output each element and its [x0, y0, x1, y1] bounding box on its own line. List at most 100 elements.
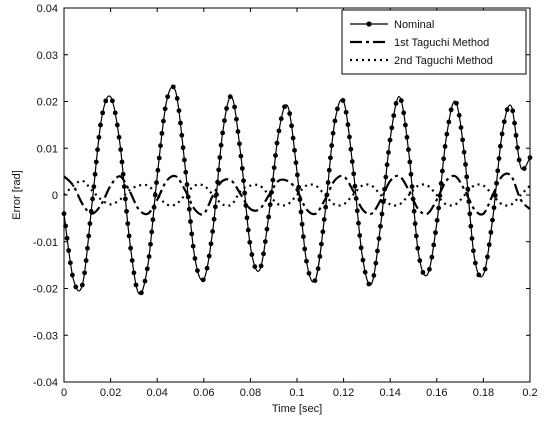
x-tick-label: 0.04 — [146, 387, 167, 399]
nominal-marker — [304, 258, 309, 264]
nominal-marker — [67, 260, 73, 266]
nominal-marker — [220, 130, 226, 136]
nominal-marker — [386, 150, 391, 155]
nominal-marker — [155, 167, 161, 173]
nominal-marker — [467, 211, 473, 217]
nominal-marker — [460, 137, 465, 143]
nominal-marker — [454, 100, 459, 106]
nominal-marker — [491, 205, 497, 211]
nominal-marker — [161, 118, 166, 124]
nominal-marker — [287, 111, 293, 116]
nominal-marker — [323, 204, 329, 210]
nominal-marker — [408, 171, 414, 177]
nominal-marker — [404, 134, 410, 140]
nominal-marker — [216, 167, 222, 173]
nominal-marker — [441, 156, 447, 162]
nominal-marker — [158, 143, 163, 149]
nominal-marker — [178, 120, 183, 126]
nominal-marker — [232, 104, 237, 110]
nominal-marker — [521, 166, 527, 171]
nominal-marker — [375, 248, 380, 254]
x-axis-ticks: 0 0.02 0.04 0.06 0.08 0.1 0.12 0.14 0.16 0.18 0.2 — [61, 8, 538, 399]
nominal-marker — [513, 132, 519, 138]
nominal-marker — [176, 108, 182, 114]
nominal-marker — [247, 239, 253, 245]
nominal-marker — [192, 256, 198, 261]
legend-label-2: 1st Taguchi Method — [394, 37, 489, 49]
nominal-marker — [138, 290, 144, 296]
nominal-marker — [319, 241, 324, 247]
nominal-marker — [204, 265, 210, 271]
nominal-marker — [162, 106, 168, 112]
nominal-marker — [401, 110, 407, 116]
nominal-marker — [389, 125, 395, 131]
x-tick-label: 0.2 — [522, 387, 537, 399]
nominal-marker — [504, 107, 510, 113]
nominal-marker — [112, 110, 118, 116]
nominal-marker — [211, 216, 217, 222]
nominal-marker — [241, 178, 246, 184]
nominal-marker — [258, 263, 264, 269]
nominal-marker — [142, 278, 148, 284]
nominal-marker — [411, 208, 417, 214]
nominal-marker — [290, 135, 296, 141]
nominal-marker — [298, 209, 304, 215]
x-tick-label: 0 — [61, 387, 67, 399]
nominal-marker — [184, 182, 190, 187]
nominal-marker — [262, 239, 268, 244]
nominal-marker — [282, 104, 287, 110]
nominal-marker — [321, 217, 327, 222]
nominal-marker — [325, 180, 331, 185]
legend-box — [341, 9, 527, 75]
nominal-marker — [306, 270, 312, 276]
nominal-marker — [266, 214, 271, 220]
nominal-marker — [264, 226, 270, 232]
nominal-marker — [429, 254, 435, 260]
nominal-marker — [438, 181, 444, 186]
nominal-marker — [495, 168, 501, 174]
nominal-marker — [238, 153, 244, 159]
nominal-marker — [183, 169, 189, 175]
nominal-marker — [120, 171, 126, 177]
nominal-marker — [343, 109, 349, 115]
nominal-marker — [181, 157, 187, 163]
nominal-marker — [413, 233, 419, 239]
nominal-marker — [267, 202, 273, 208]
nominal-marker — [270, 177, 276, 183]
nominal-marker — [358, 245, 364, 251]
nominal-marker — [88, 208, 94, 214]
nominal-marker — [98, 122, 103, 128]
y-axis-label: Error [rad] — [11, 170, 23, 220]
nominal-marker — [95, 147, 100, 153]
nominal-marker — [412, 221, 418, 227]
nominal-marker — [476, 272, 482, 278]
nominal-marker — [360, 257, 366, 263]
nominal-marker — [96, 134, 102, 140]
nominal-marker — [326, 167, 332, 173]
legend: Nominal 1st Taguchi Method 2nd Taguchi Met… — [341, 9, 527, 75]
nominal-marker — [461, 149, 467, 155]
nominal-marker — [119, 159, 125, 165]
nominal-marker — [448, 107, 454, 113]
nominal-marker — [340, 98, 346, 103]
nominal-marker — [391, 113, 397, 119]
nominal-marker — [444, 131, 450, 137]
nominal-marker — [384, 162, 390, 168]
nominal-marker — [468, 223, 474, 229]
nominal-marker — [501, 119, 507, 125]
nominal-marker — [100, 110, 106, 116]
y-tick-label: 0.04 — [37, 3, 58, 15]
nominal-marker — [446, 119, 452, 125]
nominal-marker — [73, 284, 79, 290]
nominal-marker — [222, 118, 227, 124]
nominal-marker — [92, 171, 98, 177]
nominal-marker — [170, 84, 176, 90]
nominal-marker — [82, 270, 87, 276]
nominal-marker — [121, 184, 127, 189]
nominal-marker — [244, 215, 250, 221]
x-tick-label: 0.14 — [379, 387, 400, 399]
nominal-marker — [227, 94, 233, 100]
nominal-marker — [245, 227, 251, 233]
x-tick-label: 0.08 — [240, 387, 261, 399]
nominal-marker — [437, 193, 443, 199]
